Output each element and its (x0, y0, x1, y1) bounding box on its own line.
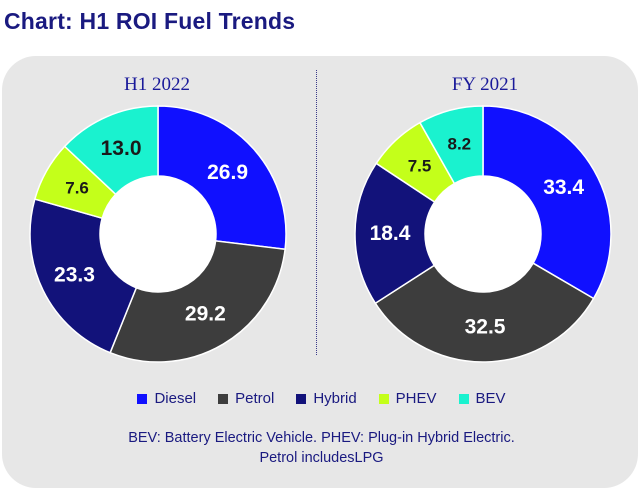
donut-0-label-diesel: 26.9 (207, 161, 248, 184)
legend-swatch-hybrid (296, 393, 307, 404)
legend-swatch-petrol (218, 393, 229, 404)
legend-item-diesel: Diesel (137, 390, 196, 407)
donut-0-hole (100, 176, 216, 292)
footnote-line-1: BEV: Battery Electric Vehicle. PHEV: Plu… (128, 430, 515, 446)
legend-item-phev: PHEV (378, 390, 437, 407)
legend-label-hybrid: Hybrid (313, 390, 357, 407)
chart-divider (316, 70, 317, 355)
donut-0-label-phev: 7.6 (65, 179, 89, 198)
donut-fy-2021: 33.4 32.5 18.4 7.5 8.2 (354, 105, 612, 363)
donut-h1-2022: 26.9 29.2 23.3 7.6 13.0 (29, 105, 287, 363)
legend: Diesel Petrol Hybrid PHEV BEV (0, 390, 643, 407)
legend-swatch-diesel (137, 393, 148, 404)
footnote: BEV: Battery Electric Vehicle. PHEV: Plu… (0, 428, 643, 468)
donut-title-h1-2022: H1 2022 (124, 74, 190, 95)
legend-swatch-phev (378, 393, 389, 404)
donut-1-label-petrol: 32.5 (465, 315, 506, 338)
chart-title: Chart: H1 ROI Fuel Trends (4, 8, 296, 34)
donut-0-label-bev: 13.0 (101, 137, 142, 160)
footnote-line-2: Petrol includesLPG (259, 450, 384, 466)
legend-item-petrol: Petrol (218, 390, 274, 407)
donut-1-label-diesel: 33.4 (543, 176, 584, 199)
donut-title-fy-2021: FY 2021 (451, 74, 519, 95)
legend-item-bev: BEV (458, 390, 506, 407)
donut-0-slice-petrol (109, 240, 286, 363)
donut-1-slice-bev (418, 105, 484, 185)
donut-1-label-bev: 8.2 (447, 135, 471, 154)
legend-item-hybrid: Hybrid (296, 390, 357, 407)
donut-1-hole (425, 176, 541, 292)
donut-1-label-hybrid: 18.4 (370, 222, 411, 245)
legend-label-bev: BEV (475, 390, 506, 407)
donut-1-label-phev: 7.5 (408, 157, 432, 176)
legend-swatch-bev (458, 393, 469, 404)
legend-label-diesel: Diesel (154, 390, 197, 407)
donut-0-label-petrol: 29.2 (185, 303, 226, 326)
legend-label-phev: PHEV (395, 390, 437, 407)
legend-label-petrol: Petrol (235, 390, 275, 407)
donut-0-label-hybrid: 23.3 (54, 263, 95, 286)
